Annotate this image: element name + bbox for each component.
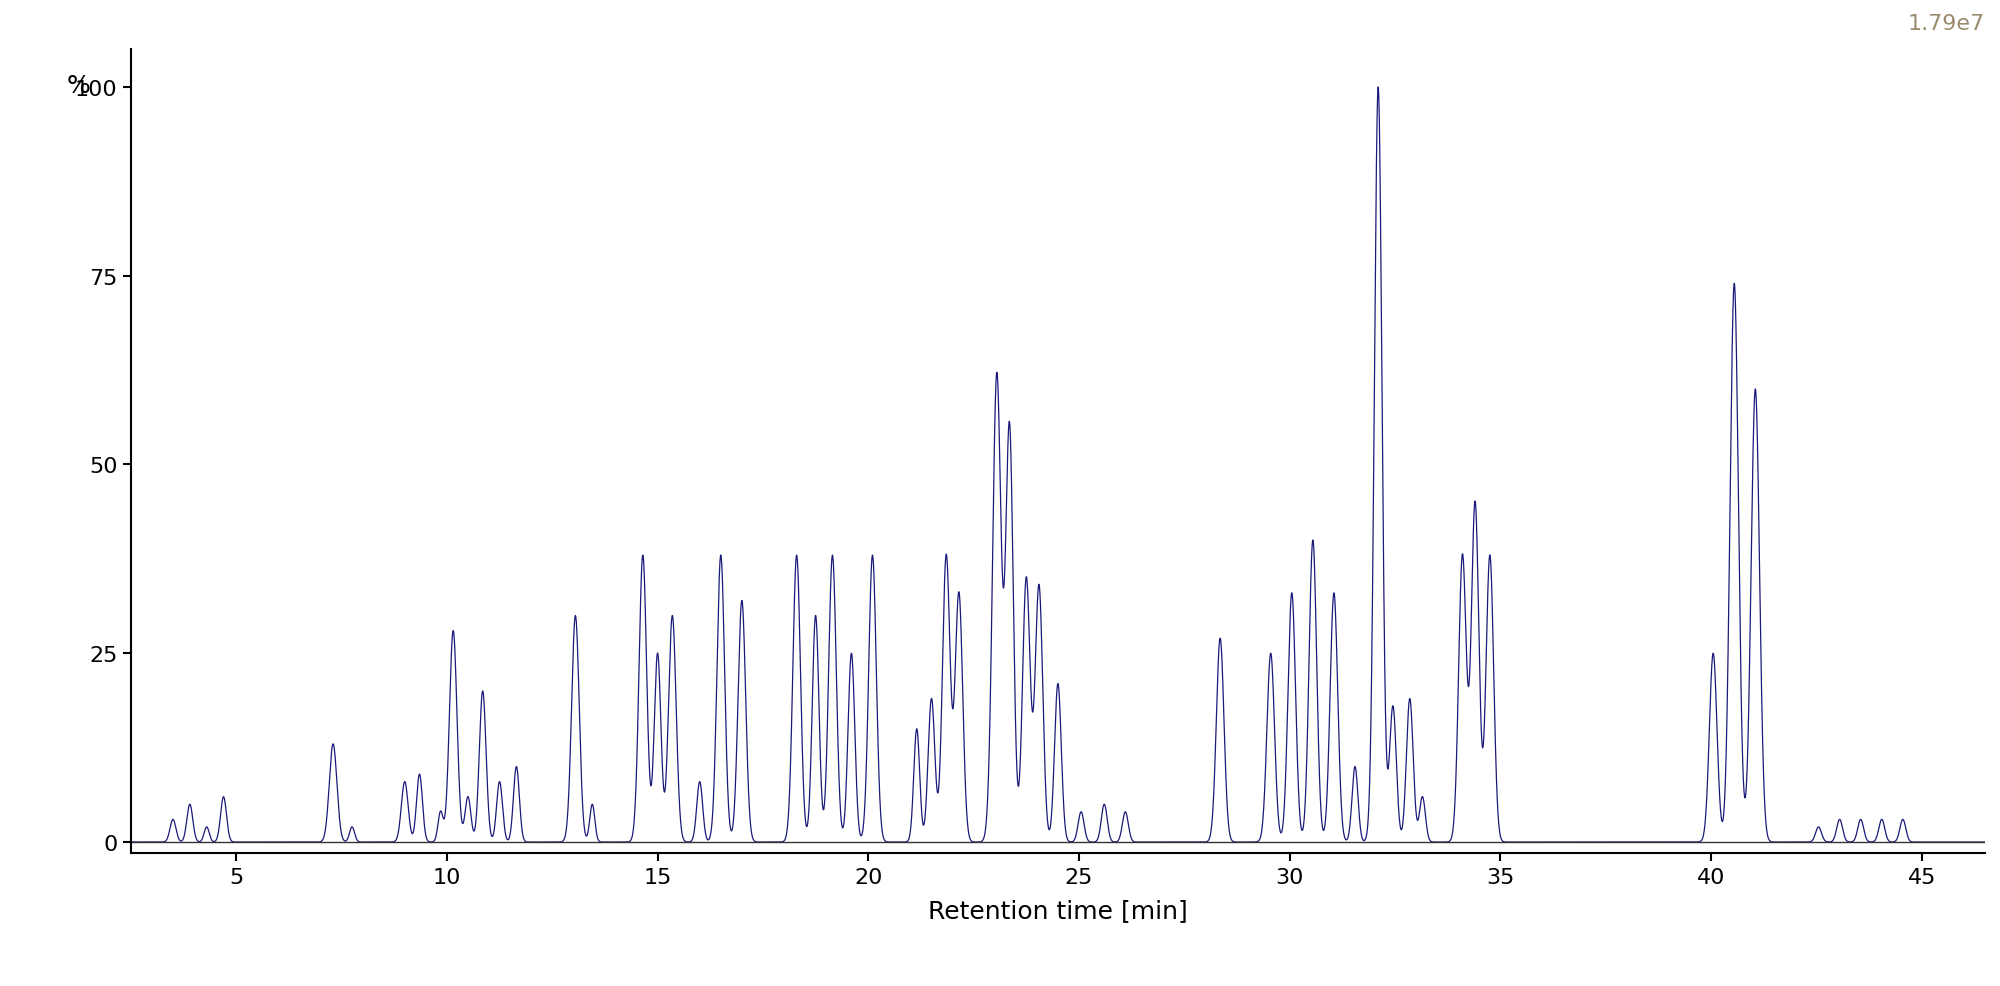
Text: 1.79e7: 1.79e7 <box>1908 14 1984 35</box>
X-axis label: Retention time [min]: Retention time [min] <box>928 897 1188 922</box>
Y-axis label: %: % <box>68 74 90 99</box>
